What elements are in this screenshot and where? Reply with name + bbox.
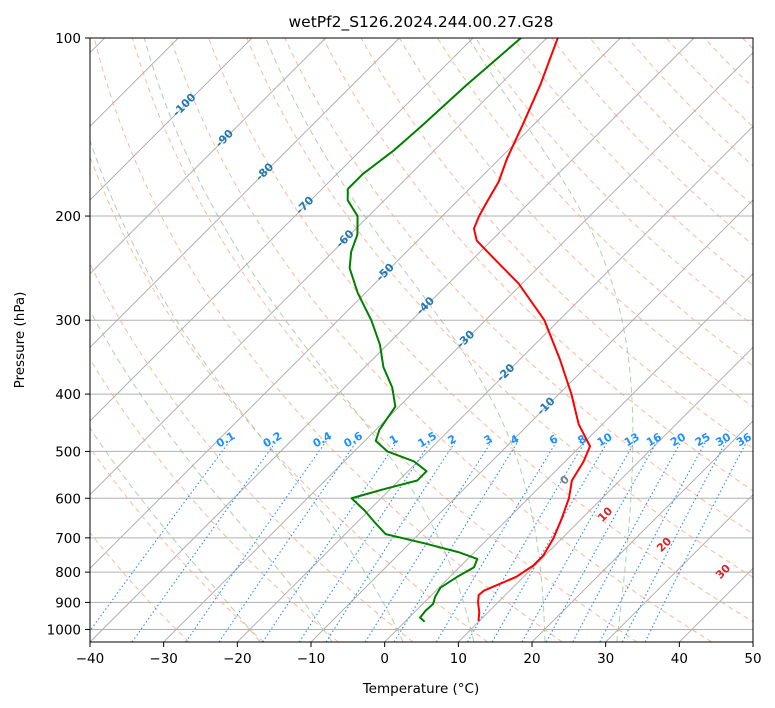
moist-adiabat [90,427,261,642]
dry-adiabat [208,38,753,623]
dry-adiabat [437,38,753,367]
plot-area: -100-90-80-70-60-50-40-30-20-100.1 0.2 0.4… [90,38,754,642]
x-tick-label: −30 [149,651,178,667]
isotherm-line [457,346,753,642]
mixing-ratio-line [545,440,658,642]
isotherm-line [90,38,327,275]
x-tick-label: 40 [671,651,688,667]
mixing-ratio-line [90,440,231,632]
isotherm-line [605,493,753,642]
moist-adiabat [90,309,333,642]
mixing-ratio-line [325,440,457,642]
moist-adiabat [265,38,546,642]
mixing-ratio-line [467,440,586,642]
isotherm-line [90,38,474,422]
mixing-ratio-line [364,440,493,642]
temperature-profile [472,38,592,622]
mixing-ratio-line [218,440,358,642]
mixing-ratio-line [393,440,519,642]
x-tick-label: 10 [450,651,467,667]
dry-adiabat [360,38,753,450]
chart-title: wetPf2_S126.2024.244.00.27.G28 [289,13,554,32]
x-tick-label: 50 [744,651,761,667]
y-tick-label: 800 [55,565,81,581]
dry-adiabat [90,531,190,642]
y-axis-label: Pressure (hPa) [12,292,28,389]
mixing-ratio-line [185,440,327,642]
pressure-gridlines [90,38,753,630]
dry-adiabat [246,38,753,578]
x-tick-label: 20 [523,651,540,667]
isotherm-line [90,38,400,349]
isotherm-line [236,125,753,642]
moist-adiabat [143,38,475,642]
sounding-profiles [346,38,592,623]
x-tick-label: −20 [223,651,252,667]
isotherm-line [90,38,253,201]
y-tick-label: 300 [55,313,81,329]
mixing-ratio-line [644,440,748,642]
x-tick-label: 30 [597,651,614,667]
mixing-ratio-line [521,440,636,642]
dry-adiabat [398,38,753,408]
y-tick-label: 700 [55,531,81,547]
dry-adiabat [90,262,414,642]
plot-frame [89,37,754,643]
moist-adiabat [90,138,404,642]
x-tick-label: −10 [297,651,326,667]
mixing-ratio-line [435,440,558,642]
isotherm-line [384,272,753,642]
y-tick-label: 200 [55,209,81,225]
dry-adiabat [93,38,563,642]
isotherm-line [90,38,695,642]
x-axis-label: Temperature (°C) [362,681,480,697]
mixing-ratio-label: 36 [734,430,754,449]
y-tick-label: 900 [55,595,81,611]
y-tick-label: 1000 [47,622,81,638]
y-tick-label: 100 [55,31,81,47]
x-axis-ticks: −40 −30 −20 −10 0 10 20 30 40 50 [76,642,762,667]
dewpoint-profile [346,38,522,623]
x-tick-label: −40 [76,651,105,667]
isotherm-line [531,420,753,642]
y-tick-label: 600 [55,491,81,507]
dry-adiabat [322,38,753,492]
y-tick-label: 500 [55,444,81,460]
x-tick-label: 0 [380,651,389,667]
mixing-ratio-line [298,440,432,642]
dry-adiabat [90,358,339,642]
isotherm-line [90,38,621,570]
isotherm-lines [90,38,753,642]
isotherm-line [90,38,548,496]
y-tick-label: 400 [55,387,81,403]
mixing-ratio-line [262,440,399,642]
dry-adiabat [131,38,638,642]
y-axis-ticks: 1000 900 800 700 600 500 400 300 200 100 [47,31,90,638]
dry-adiabat-lines [90,38,753,642]
isotherm-line [163,51,753,642]
